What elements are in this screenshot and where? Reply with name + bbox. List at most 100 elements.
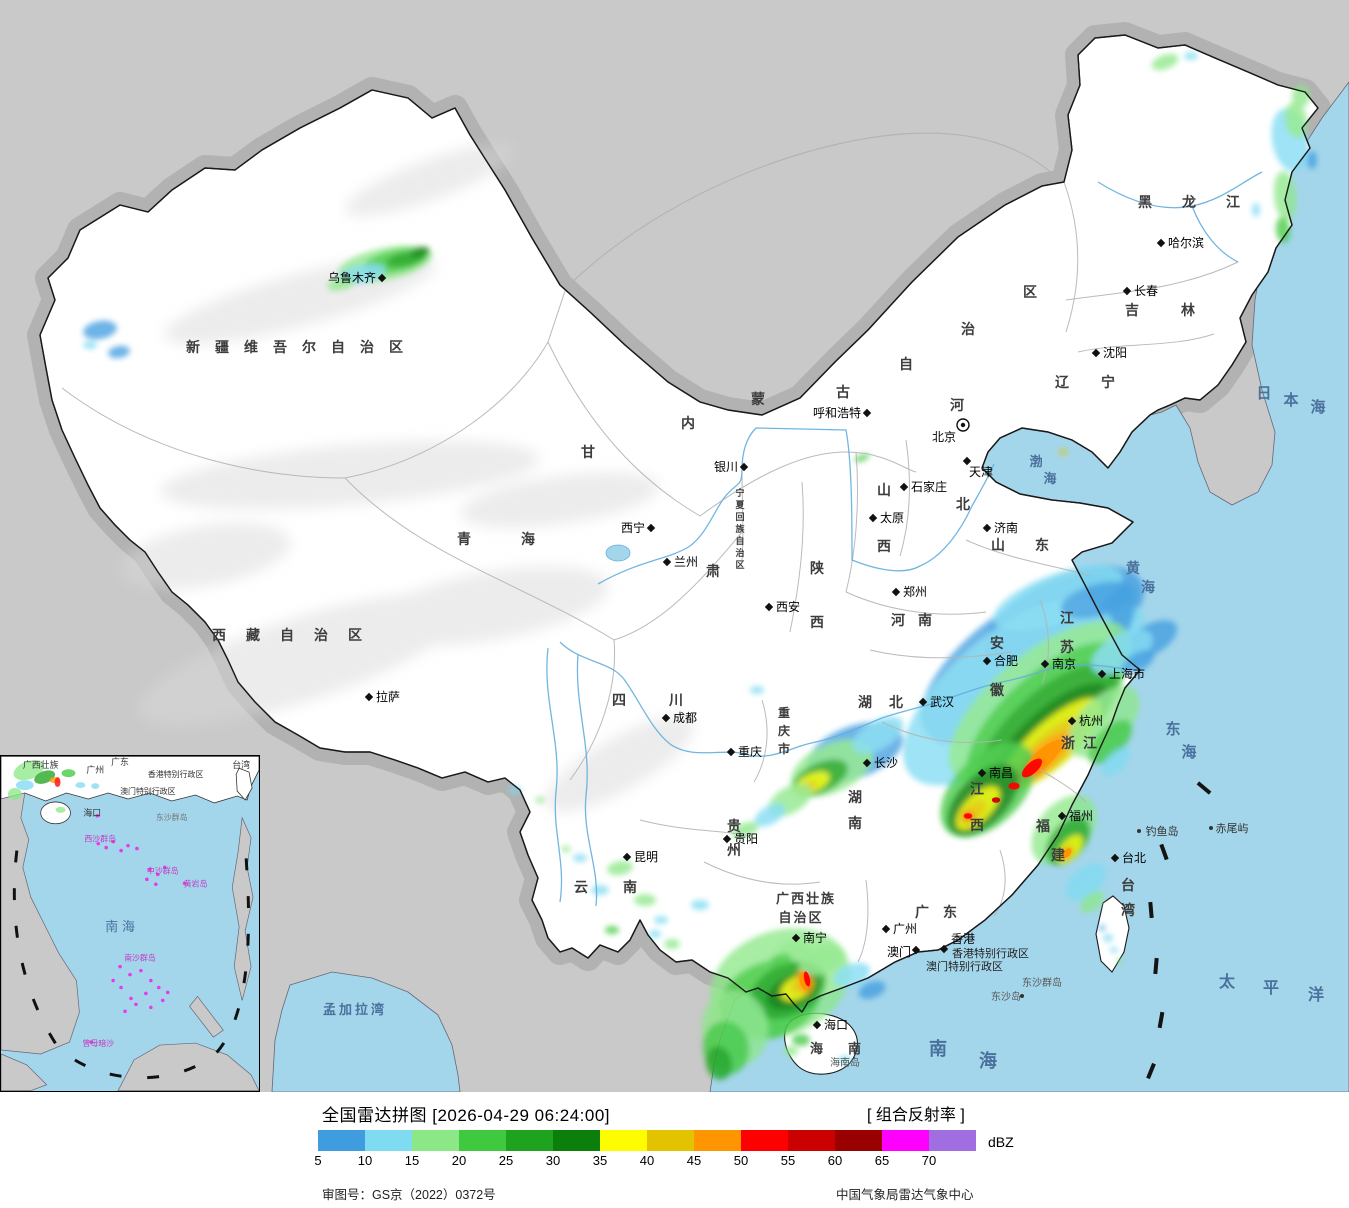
city-label-南京: 南京 <box>1052 656 1076 671</box>
map-label: 日 <box>1256 385 1271 402</box>
city-label-呼和浩特: 呼和浩特 <box>813 405 861 420</box>
map-label: 澳门特别行政区 <box>926 959 1003 973</box>
radar-echo-10dbz <box>1091 629 1153 675</box>
city-marker-西安 <box>764 602 774 612</box>
map-label: 海 <box>1141 579 1155 595</box>
map-label: 建 <box>1051 847 1065 863</box>
china-border-overlay <box>39 34 1319 1013</box>
inset-islet-dot <box>134 1002 138 1007</box>
radar-echo-5dbz <box>858 981 886 999</box>
map-label: 贵州 <box>726 818 741 858</box>
radar-echo-15dbz <box>13 760 45 781</box>
map-label: 广州 <box>86 764 104 775</box>
radar-echo-10dbz <box>591 885 609 895</box>
city-marker-海口 <box>812 1020 822 1030</box>
city-marker-南宁 <box>791 933 801 943</box>
map-label: 重庆市 <box>777 705 790 756</box>
city-marker-重庆 <box>726 747 736 757</box>
inset-nine-dash-line <box>12 841 251 1080</box>
city-marker-西宁 <box>646 523 656 533</box>
map-label: 香港特别行政区 <box>952 946 1029 960</box>
radar-echo-50dbz <box>54 777 61 788</box>
dash-segment <box>1148 901 1154 919</box>
map-label: 湖北 <box>858 694 920 710</box>
map-label: 宁夏回族自治区 <box>734 487 745 570</box>
inset-echo-layer <box>7 760 100 813</box>
map-label: 赤尾屿 <box>1216 822 1249 835</box>
map-label: 海南 <box>810 1041 886 1056</box>
dash-segment <box>1153 957 1159 975</box>
city-label-香港: 香港 <box>951 932 975 946</box>
city-marker-哈尔滨 <box>1156 238 1166 248</box>
product-label: [ 组合反射率 ] <box>867 1107 965 1124</box>
map-label: 东沙群岛 <box>1022 976 1062 989</box>
map-label: 新疆维吾尔自治区 <box>186 339 418 355</box>
radar-echo-5dbz <box>108 345 130 359</box>
city-marker-长春 <box>1122 286 1132 296</box>
city-marker-上海市 <box>1097 669 1107 679</box>
map-label: 平 <box>1263 979 1279 997</box>
radar-echo-5dbz <box>1099 925 1105 931</box>
inset-islet-dot <box>139 968 143 973</box>
map-label: 江西 <box>970 781 984 833</box>
map-title: 全国雷达拼图 [2026-04-29 06:24:00] <box>322 1106 611 1125</box>
legend-value-25: 25 <box>498 1153 514 1168</box>
map-label: 黄岩岛 <box>184 878 208 888</box>
dash-segment <box>1146 1062 1156 1080</box>
map-label: 吉林 <box>1125 302 1237 318</box>
map-label: 治 <box>961 321 975 337</box>
radar-echo-10dbz <box>750 686 764 694</box>
inset-hainan <box>40 801 71 825</box>
map-label: 安徽 <box>989 635 1005 698</box>
map-label: 澳门特别行政区 <box>120 786 176 796</box>
radar-echo-15dbz <box>784 1046 798 1056</box>
inset-islet-dot <box>154 882 158 887</box>
city-marker-福州 <box>1057 811 1067 821</box>
south-china-sea-inset: 广西壮族 广东 广州 台湾 香港特别行政区 澳门特别行政区 海口 东沙群岛 西沙群岛 中沙群岛 黄岩… <box>0 755 260 1092</box>
city-marker-郑州 <box>891 587 901 597</box>
inset-islet-dot <box>144 991 148 996</box>
radar-echo-10dbz <box>15 780 34 791</box>
radar-echo-20dbz <box>770 953 792 967</box>
city-label-北京: 北京 <box>932 430 956 444</box>
radar-echo-25dbz <box>705 1046 733 1080</box>
map-label: 湖南 <box>848 789 862 831</box>
inset-islet-dot <box>118 964 122 969</box>
city-label-杭州: 杭州 <box>1079 713 1103 728</box>
radar-echo-15dbz <box>607 860 633 876</box>
map-label: 四川 <box>612 692 726 708</box>
legend-color-20 <box>459 1130 506 1151</box>
inset-palawan <box>189 995 224 1038</box>
city-label-福州: 福州 <box>1069 808 1093 823</box>
map-label: 渤 <box>1029 454 1042 469</box>
legend-color-40 <box>647 1130 694 1151</box>
legend-color-5 <box>318 1130 365 1151</box>
legend-color-65 <box>882 1130 929 1151</box>
radar-echo-20dbz <box>792 1034 810 1046</box>
approval-number: 审图号：GS京（2022）0372号 <box>322 1188 496 1202</box>
map-label: 海 <box>1310 398 1325 416</box>
radar-echo-10dbz <box>654 916 668 924</box>
radar-echo-20dbz <box>1275 217 1291 243</box>
city-marker-南京 <box>1040 659 1050 669</box>
map-label: 广西壮族 <box>23 759 59 770</box>
radar-echo-15dbz <box>1117 958 1123 964</box>
city-label-太原: 太原 <box>880 510 904 525</box>
city-marker-乌鲁木齐 <box>377 273 387 283</box>
city-label-昆明: 昆明 <box>634 850 658 864</box>
map-label: 自 <box>899 356 913 372</box>
mongolia-russia-border <box>565 132 1065 289</box>
city-label-长沙: 长沙 <box>874 756 898 770</box>
radar-echo-core-50dbz <box>1008 782 1020 790</box>
city-marker-香港 <box>939 944 949 954</box>
city-marker-沈阳 <box>1091 348 1101 358</box>
map-label: 中沙群岛 <box>147 865 179 875</box>
terrain-shading <box>120 143 694 812</box>
inset-islet-dot <box>128 972 132 977</box>
radar-echo-15dbz <box>1273 171 1297 221</box>
islet-dot <box>1020 994 1024 998</box>
city-label-银川: 银川 <box>714 460 738 474</box>
city-label-澳门: 澳门 <box>887 944 911 959</box>
map-label: 南 <box>929 1038 947 1059</box>
